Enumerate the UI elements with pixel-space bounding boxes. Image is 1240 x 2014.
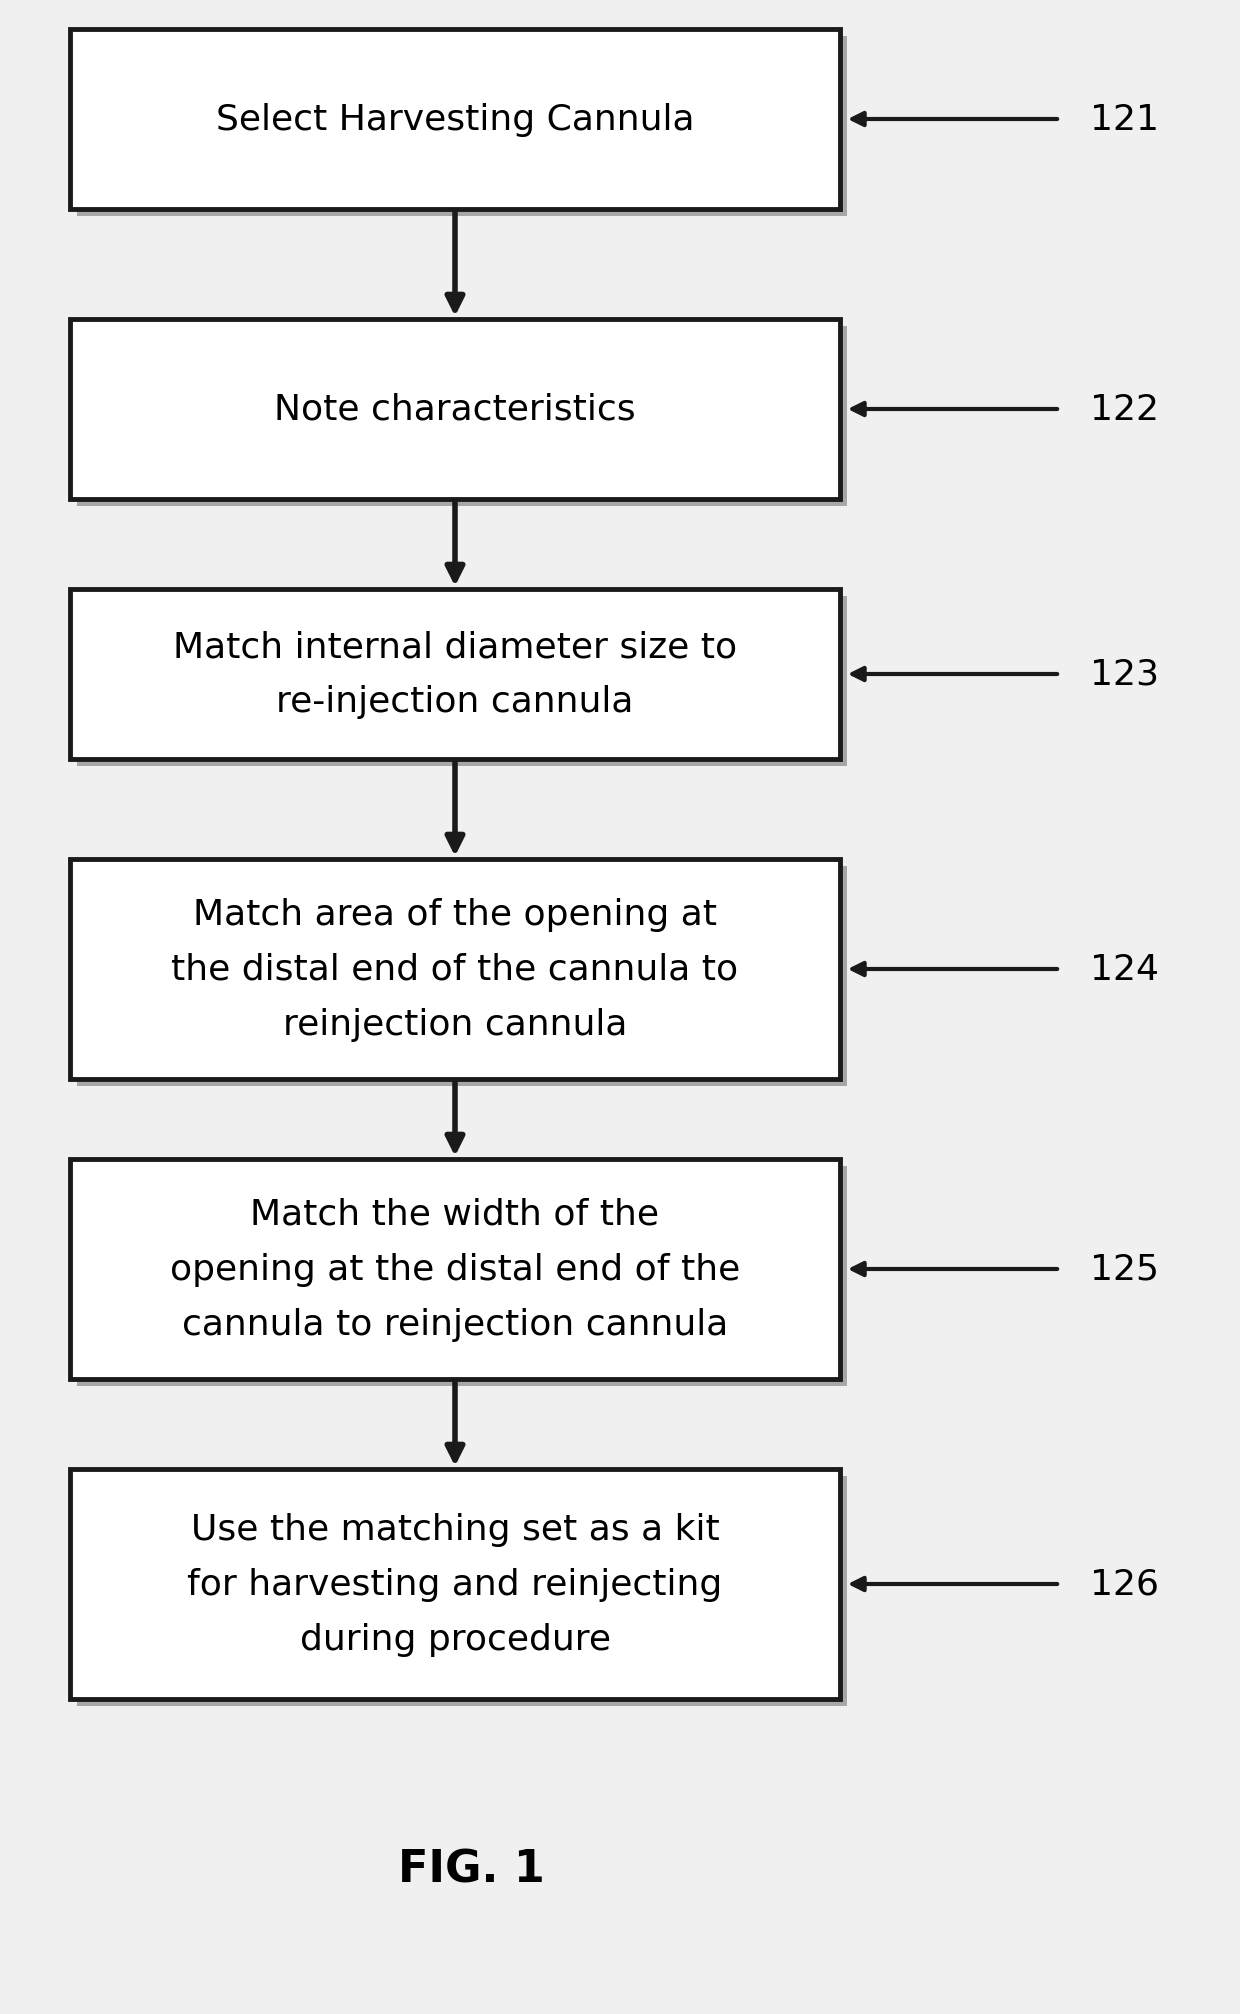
Text: Note characteristics: Note characteristics xyxy=(274,393,636,427)
Text: Match internal diameter size to: Match internal diameter size to xyxy=(172,630,737,665)
Text: 124: 124 xyxy=(1090,953,1159,987)
Text: cannula to reinjection cannula: cannula to reinjection cannula xyxy=(182,1307,728,1341)
Text: reinjection cannula: reinjection cannula xyxy=(283,1007,627,1041)
Text: Match the width of the: Match the width of the xyxy=(250,1198,660,1231)
Text: for harvesting and reinjecting: for harvesting and reinjecting xyxy=(187,1567,723,1601)
Text: Use the matching set as a kit: Use the matching set as a kit xyxy=(191,1513,719,1547)
Text: during procedure: during procedure xyxy=(300,1621,610,1656)
Text: 125: 125 xyxy=(1090,1253,1159,1287)
FancyBboxPatch shape xyxy=(77,596,847,767)
Text: Match area of the opening at: Match area of the opening at xyxy=(193,898,717,932)
FancyBboxPatch shape xyxy=(69,860,839,1080)
FancyBboxPatch shape xyxy=(69,320,839,499)
FancyBboxPatch shape xyxy=(77,1166,847,1386)
FancyBboxPatch shape xyxy=(69,30,839,209)
Text: re-injection cannula: re-injection cannula xyxy=(277,685,634,719)
FancyBboxPatch shape xyxy=(69,590,839,759)
FancyBboxPatch shape xyxy=(77,36,847,218)
FancyBboxPatch shape xyxy=(77,1476,847,1706)
Text: 121: 121 xyxy=(1090,103,1159,137)
FancyBboxPatch shape xyxy=(77,866,847,1086)
Text: 122: 122 xyxy=(1090,393,1159,427)
Text: opening at the distal end of the: opening at the distal end of the xyxy=(170,1253,740,1287)
FancyBboxPatch shape xyxy=(69,1470,839,1700)
Text: Select Harvesting Cannula: Select Harvesting Cannula xyxy=(216,103,694,137)
Text: 126: 126 xyxy=(1090,1567,1159,1601)
Text: FIG. 1: FIG. 1 xyxy=(398,1847,544,1891)
Text: the distal end of the cannula to: the distal end of the cannula to xyxy=(171,953,739,987)
FancyBboxPatch shape xyxy=(69,1160,839,1380)
Text: 123: 123 xyxy=(1090,659,1159,691)
FancyBboxPatch shape xyxy=(77,326,847,508)
